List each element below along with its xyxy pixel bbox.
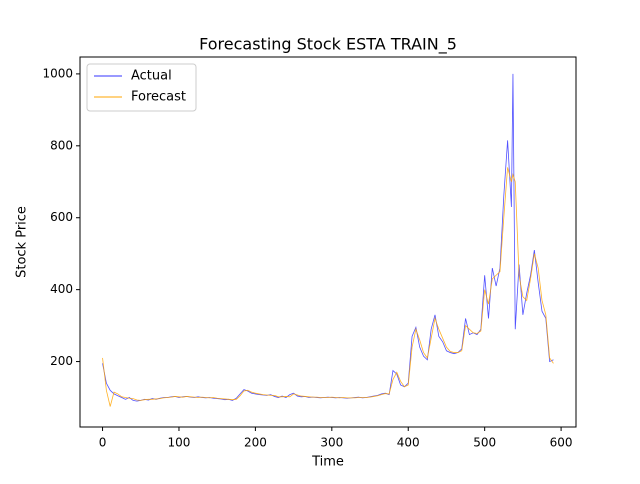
y-tick-label: 600 bbox=[50, 210, 73, 224]
x-tick-label: 100 bbox=[168, 436, 191, 450]
x-tick-label: 600 bbox=[550, 436, 573, 450]
y-tick-label: 200 bbox=[50, 354, 73, 368]
x-tick-label: 500 bbox=[473, 436, 496, 450]
y-tick-label: 400 bbox=[50, 282, 73, 296]
y-tick-label: 1000 bbox=[42, 66, 73, 80]
x-tick-label: 400 bbox=[397, 436, 420, 450]
legend-label: Actual bbox=[131, 69, 172, 84]
y-axis-label: Stock Price bbox=[15, 206, 30, 278]
plot-frame bbox=[79, 56, 577, 428]
legend-label: Forecast bbox=[131, 90, 186, 105]
x-tick-label: 0 bbox=[99, 436, 107, 450]
x-tick-label: 300 bbox=[320, 436, 343, 450]
x-axis-label: Time bbox=[311, 455, 344, 470]
series-line bbox=[102, 167, 554, 407]
chart-title: Forecasting Stock ESTA TRAIN_5 bbox=[199, 35, 457, 55]
y-tick-label: 800 bbox=[50, 138, 73, 152]
x-tick-label: 200 bbox=[244, 436, 267, 450]
